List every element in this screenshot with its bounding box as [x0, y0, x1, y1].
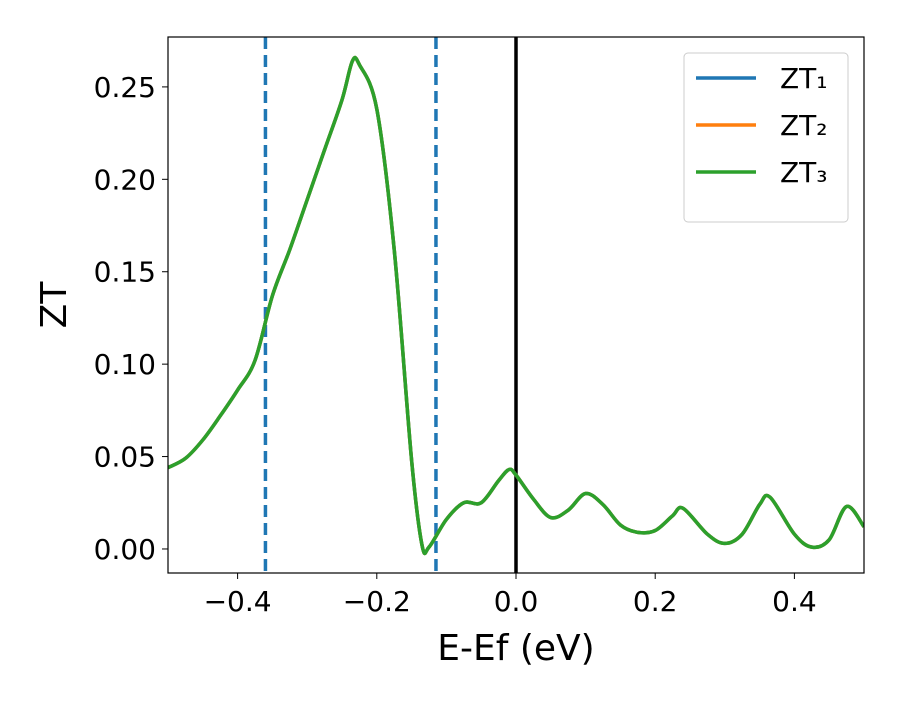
line-series: [168, 55, 864, 556]
x-tick-label: 0.4: [772, 585, 817, 618]
y-tick-label: 0.20: [94, 163, 156, 196]
y-tick-label: 0.00: [94, 533, 156, 566]
legend-label: ZT₂: [780, 109, 828, 142]
x-tick-label: −0.2: [343, 585, 411, 618]
y-tick-label: 0.25: [94, 71, 156, 104]
x-axis-label: E-Ef (eV): [437, 628, 594, 669]
legend-box: [683, 52, 849, 223]
plot-area: [168, 37, 864, 573]
y-tick-label: 0.05: [94, 441, 156, 474]
y-axis-label: ZT: [34, 281, 75, 329]
y-tick-label: 0.15: [94, 256, 156, 289]
plot-frame: [167, 36, 865, 574]
legend-label: ZT₁: [780, 62, 828, 95]
x-tick-label: −0.4: [204, 585, 272, 618]
x-tick-label: 0.0: [494, 585, 539, 618]
legend-label: ZT₃: [780, 156, 828, 189]
x-tick-label: 0.2: [633, 585, 678, 618]
y-tick-label: 0.10: [94, 348, 156, 381]
